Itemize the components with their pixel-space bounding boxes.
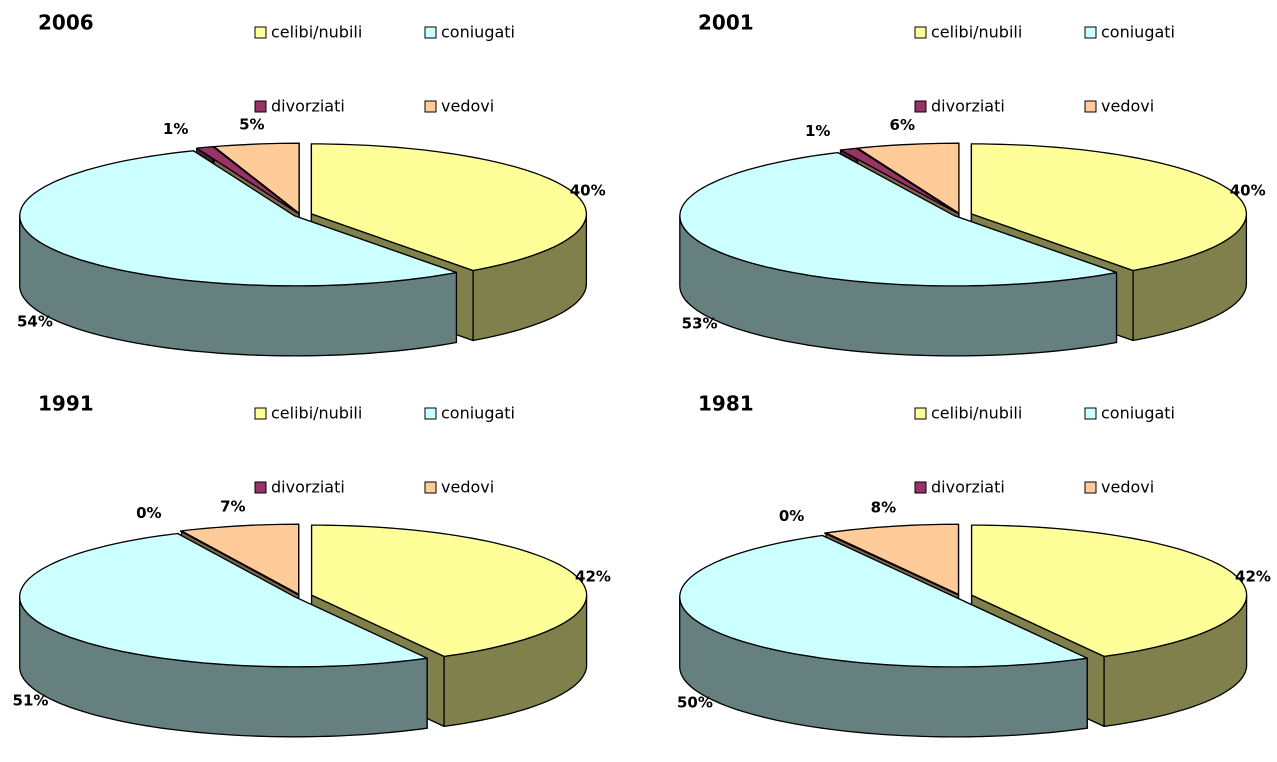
chart-title: 1991 [38,392,94,416]
data-label: 6% [890,116,915,134]
legend-swatch [914,100,927,113]
pie-slice [310,143,588,272]
legend-swatch [424,481,437,494]
pie-slice [179,530,299,596]
pie-slice [970,524,1248,658]
pie-slice [213,142,300,214]
legend-swatch [424,26,437,39]
data-label: 42% [1235,567,1271,585]
pie-slice [679,151,1118,287]
data-label: 5% [239,116,264,134]
pie-slice [970,143,1248,272]
data-label: 54% [17,313,53,331]
legend-swatch [914,407,927,420]
data-label: 1% [805,122,830,140]
pie-slice [825,523,960,595]
legend-label: coniugati [441,23,515,42]
pie-slice [19,150,458,287]
data-label: 40% [1230,182,1266,200]
legend-label: coniugati [441,404,515,423]
legend-swatch [254,26,267,39]
chart: 1981 celibi/nubili coniugati divorziati vedo… [677,392,1271,738]
data-label: 51% [13,691,49,709]
chart: 1991 celibi/nubili coniugati divorziati vedo… [13,392,611,738]
data-label: 50% [677,694,713,712]
data-label: 0% [779,507,804,525]
pie-slice [180,523,300,595]
legend-swatch [1084,26,1097,39]
data-label: 1% [163,120,188,138]
legend-swatch [1084,481,1097,494]
legend-label: celibi/nubili [931,23,1022,42]
legend-label: vedovi [1101,478,1154,497]
data-label: 7% [220,498,245,516]
chart-title: 1981 [698,392,754,416]
chart: 2006 celibi/nubili coniugati divorziati vedo… [17,11,606,357]
legend-label: coniugati [1101,404,1175,423]
legend-label: divorziati [931,97,1005,116]
legend-swatch [254,100,267,113]
chart-title: 2001 [698,11,754,35]
legend-label: celibi/nubili [931,404,1022,423]
legend-label: vedovi [441,97,494,116]
legend-label: vedovi [1101,97,1154,116]
legend-swatch [254,407,267,420]
legend-label: coniugati [1101,23,1175,42]
legend-label: vedovi [441,478,494,497]
legend-swatch [424,100,437,113]
legend-label: celibi/nubili [271,404,362,423]
chart-title: 2006 [38,11,94,35]
legend-label: divorziati [931,478,1005,497]
pie-slice [679,534,1088,668]
legend-label: celibi/nubili [271,23,362,42]
data-label: 42% [575,567,611,585]
pie-slice [19,532,428,668]
legend-swatch [424,407,437,420]
legend-swatch [1084,407,1097,420]
pie-slice [196,146,299,214]
data-label: 53% [682,315,718,333]
pie-slice [856,142,960,214]
data-label: 8% [871,498,896,516]
chart: 2001 celibi/nubili coniugati divorziati vedo… [679,11,1266,357]
pie-slice [823,532,958,596]
legend-swatch [914,481,927,494]
legend-label: divorziati [271,97,345,116]
data-label: 40% [570,182,606,200]
legend-swatch [914,26,927,39]
pie-slice [310,524,588,658]
legend-swatch [1084,100,1097,113]
data-label: 0% [136,504,161,522]
pie-slice [839,147,959,214]
legend-label: divorziati [271,478,345,497]
legend-swatch [254,481,267,494]
